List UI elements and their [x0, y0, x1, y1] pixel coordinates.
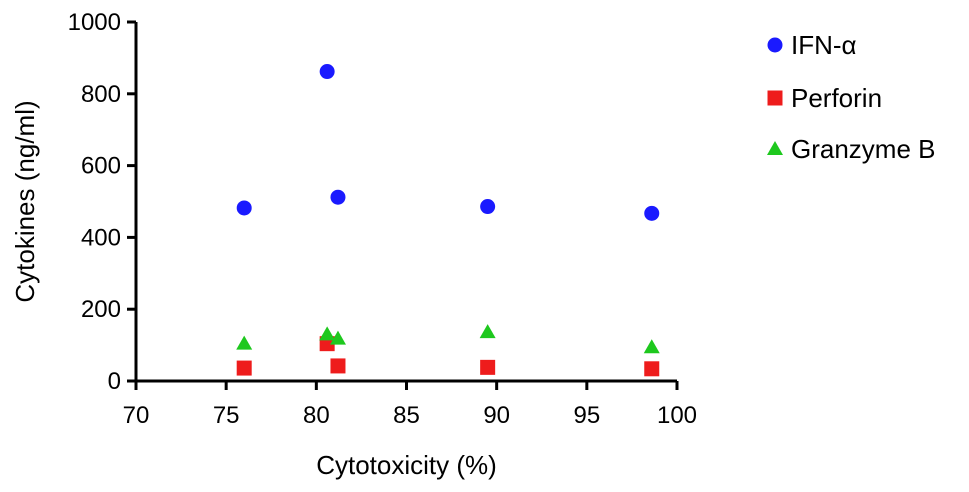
x-tick-label: 70	[123, 402, 150, 429]
y-tick-label: 1000	[68, 9, 121, 36]
data-point-perforin	[236, 360, 252, 376]
legend-label: Perforin	[791, 83, 882, 113]
x-tick-label: 85	[393, 402, 420, 429]
y-tick-label: 200	[81, 296, 121, 323]
axes	[134, 22, 677, 383]
data-point-granzyme-b	[319, 326, 336, 341]
y-tick-label: 800	[81, 81, 121, 108]
legend-item-perforin: Perforin	[767, 83, 882, 113]
data-point-ifn-	[330, 189, 346, 205]
legend-marker-triangle	[767, 141, 783, 155]
y-tick-label: 400	[81, 224, 121, 251]
legend-label: IFN-α	[791, 30, 857, 60]
x-tick-label: 80	[303, 402, 330, 429]
data-point-ifn-	[319, 64, 335, 80]
x-tick-label: 95	[573, 402, 600, 429]
y-axis-ticks: 0 200 400 600 800 1000	[68, 9, 136, 395]
data-point-granzyme-b	[643, 339, 660, 354]
y-tick-label: 600	[81, 153, 121, 180]
legend-item-ifn-alpha: IFN-α	[767, 30, 857, 60]
data-point-granzyme-b	[329, 330, 346, 345]
data-point-ifn-	[236, 200, 252, 216]
data-point-granzyme-b	[236, 335, 253, 350]
legend-marker-square	[767, 90, 783, 106]
data-point-ifn-	[480, 199, 496, 215]
x-axis-title: Cytotoxicity (%)	[316, 450, 497, 480]
legend-label: Granzyme B	[791, 134, 936, 164]
legend-item-granzyme-b: Granzyme B	[767, 134, 936, 164]
x-tick-label: 100	[657, 402, 697, 429]
x-tick-label: 75	[213, 402, 240, 429]
data-points	[236, 64, 660, 377]
legend: IFN-α Perforin Granzyme B	[767, 30, 936, 164]
y-axis-title: Cytokines (ng/ml)	[10, 100, 40, 302]
data-point-perforin	[644, 361, 660, 377]
x-axis-ticks: 70 75 80 85 90 95 100	[123, 381, 697, 429]
data-point-perforin	[480, 359, 496, 375]
data-point-granzyme-b	[479, 324, 496, 339]
data-point-perforin	[330, 358, 346, 374]
data-point-ifn-	[644, 205, 660, 221]
x-tick-label: 90	[483, 402, 510, 429]
legend-marker-circle	[767, 37, 783, 53]
y-tick-label: 0	[108, 368, 121, 395]
